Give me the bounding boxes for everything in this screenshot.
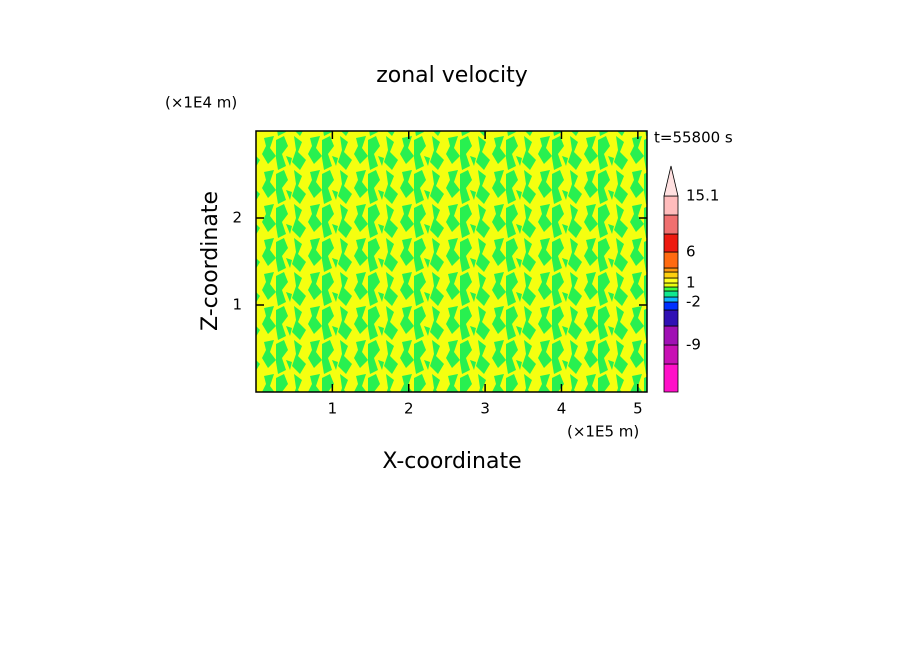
colorbar-label: -9 [686, 336, 701, 354]
y-axis-label: Z-coordinate [198, 191, 223, 331]
colorbar-bin [663, 290, 679, 298]
colorbar-bin [663, 214, 679, 235]
plot-frame [255, 130, 648, 393]
x-unit: (×1E5 m) [567, 423, 639, 441]
colorbar-label: -2 [686, 293, 701, 311]
colorbar-bin [663, 195, 679, 216]
colorbar-label: 1 [686, 274, 696, 292]
colorbar-bin [663, 267, 679, 273]
colorbar-bin [663, 309, 679, 327]
colorbar-label: 15.1 [686, 187, 719, 205]
colorbar-bin [663, 251, 679, 269]
colorbar-bin [663, 233, 679, 253]
colorbar-bin [663, 344, 679, 365]
y-unit: (×1E4 m) [165, 94, 237, 112]
chart-title: zonal velocity [376, 63, 528, 88]
colorbar-bin [663, 325, 679, 346]
colorbar-bin [663, 363, 679, 393]
x-tick-label: 3 [480, 400, 490, 418]
y-tick-label: 1 [232, 296, 242, 314]
colorbar-bin [663, 301, 679, 311]
colorbar-bin [663, 296, 679, 303]
colorbar-extend [663, 165, 679, 197]
y-tick-label: 2 [232, 209, 242, 227]
colorbar-bin [663, 277, 679, 284]
colorbar-bin [663, 282, 679, 288]
x-tick-label: 2 [404, 400, 414, 418]
colorbar-bin [663, 271, 679, 279]
x-tick-label: 4 [557, 400, 567, 418]
colorbar-label: 6 [686, 243, 696, 261]
time-label: t=55800 s [654, 129, 733, 147]
x-axis-label: X-coordinate [382, 449, 521, 474]
colorbar-bin [663, 286, 679, 292]
x-tick-label: 5 [633, 400, 643, 418]
x-tick-label: 1 [328, 400, 338, 418]
velocity-field [256, 131, 647, 392]
